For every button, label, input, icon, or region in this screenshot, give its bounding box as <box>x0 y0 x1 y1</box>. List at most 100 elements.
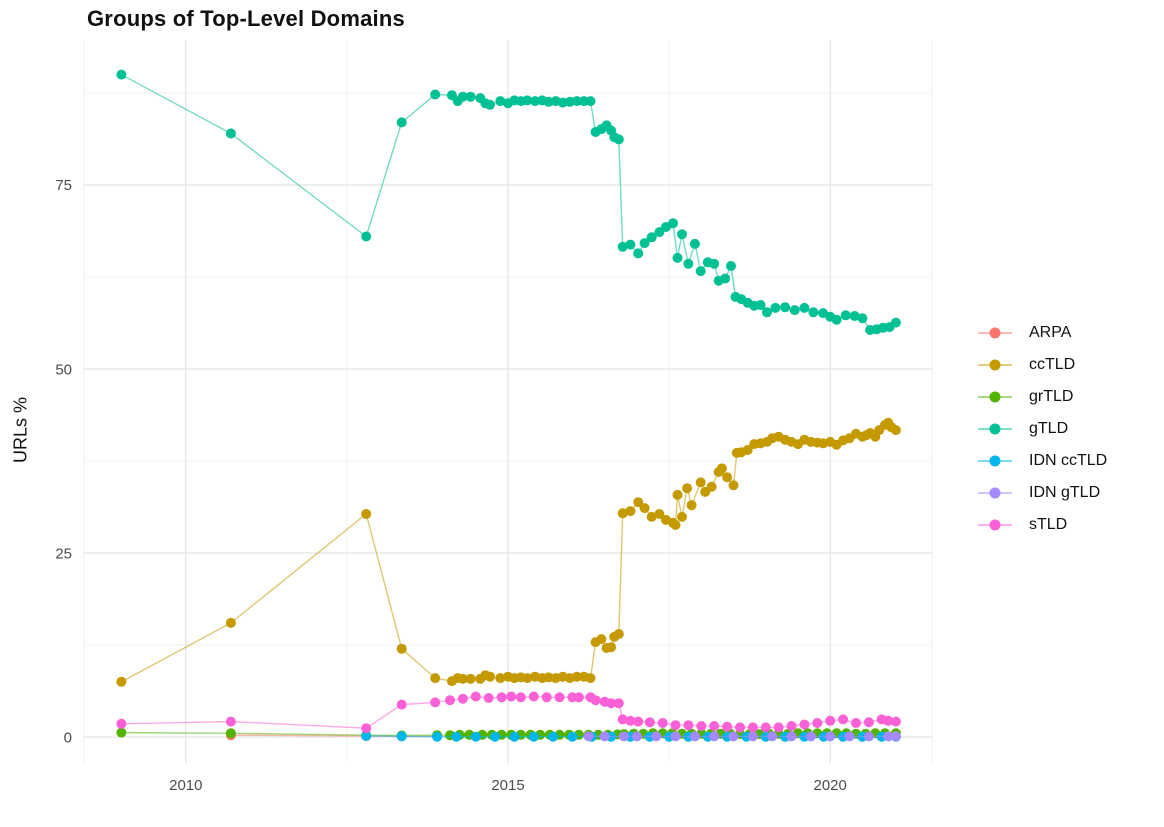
data-point <box>457 91 468 102</box>
y-tick-label: 25 <box>55 545 72 562</box>
data-point <box>590 695 601 706</box>
data-point <box>890 716 901 727</box>
data-point <box>496 692 507 703</box>
data-point <box>522 95 533 106</box>
data-point <box>657 718 668 728</box>
data-point <box>722 721 733 732</box>
series-stld <box>116 691 901 734</box>
data-point <box>599 731 610 742</box>
data-point <box>863 717 874 728</box>
data-point <box>720 273 731 284</box>
data-point <box>522 673 533 684</box>
data-point <box>728 731 739 742</box>
data-point <box>495 96 506 107</box>
data-point <box>585 96 596 107</box>
data-point <box>838 714 849 725</box>
x-tick-label: 2015 <box>491 777 524 794</box>
series-line <box>121 73 897 331</box>
legend-item-stld: sTLD <box>978 509 1107 541</box>
legend-label: IDN ccTLD <box>1029 452 1108 469</box>
data-point <box>506 691 517 702</box>
data-point <box>709 731 720 742</box>
data-point <box>619 731 629 742</box>
data-point <box>457 673 468 684</box>
legend-label: grTLD <box>1029 388 1074 405</box>
chart-title: Groups of Top-Level Domains <box>87 6 405 31</box>
data-point <box>470 731 481 742</box>
data-point <box>465 673 476 684</box>
data-point <box>396 643 407 654</box>
data-point <box>583 731 594 742</box>
data-point <box>571 96 582 107</box>
data-point <box>631 731 642 742</box>
data-point <box>747 731 758 742</box>
data-point <box>613 134 624 145</box>
data-point <box>682 483 693 494</box>
data-point <box>689 731 700 742</box>
legend-key-icon <box>978 355 1012 375</box>
data-point <box>225 728 236 739</box>
data-point <box>613 698 624 709</box>
data-point <box>760 722 771 733</box>
data-point <box>722 472 733 483</box>
legend-item-grtld: grTLD <box>978 381 1107 413</box>
data-point <box>786 721 797 731</box>
data-point <box>396 117 407 128</box>
legend-key-icon <box>978 419 1012 439</box>
data-point <box>644 717 655 728</box>
data-point <box>465 91 476 102</box>
legend: ARPA ccTLD grTLD gTLD IDN ccTLD IDN gTLD sTLD <box>978 317 1107 541</box>
data-point <box>840 310 851 321</box>
data-point <box>709 721 720 731</box>
data-point <box>686 500 697 511</box>
data-point <box>742 445 753 455</box>
data-point <box>490 731 501 742</box>
data-point <box>633 716 644 727</box>
data-point <box>548 731 559 742</box>
data-point <box>696 721 707 731</box>
series-gtld <box>116 69 901 335</box>
data-point <box>716 463 727 474</box>
data-point <box>617 508 628 519</box>
data-point <box>825 715 836 726</box>
data-point <box>677 229 687 240</box>
data-point <box>116 69 127 80</box>
legend-label: gTLD <box>1029 420 1069 437</box>
data-point <box>651 731 662 742</box>
data-point <box>585 673 596 684</box>
data-point <box>851 718 861 728</box>
data-point <box>812 718 823 728</box>
data-point <box>857 313 868 324</box>
data-point <box>485 99 495 110</box>
legend-item-cctld: ccTLD <box>978 349 1107 381</box>
data-point <box>625 506 636 517</box>
data-point <box>225 128 236 139</box>
series-cctld <box>116 417 901 687</box>
data-point <box>646 232 657 243</box>
data-point <box>786 731 797 742</box>
data-point <box>396 731 407 742</box>
data-point <box>735 722 745 733</box>
legend-key-icon <box>978 483 1012 503</box>
data-point <box>617 714 628 725</box>
data-point <box>625 715 636 726</box>
data-point <box>567 731 578 742</box>
data-point <box>677 511 687 522</box>
legend-label: ARPA <box>1029 324 1072 341</box>
data-point <box>396 699 407 710</box>
series-line <box>121 421 897 683</box>
data-point <box>695 477 706 488</box>
legend-key-icon <box>978 387 1012 407</box>
data-point <box>683 258 694 269</box>
data-point <box>683 720 694 731</box>
data-point <box>225 617 236 628</box>
data-point <box>890 731 901 742</box>
data-point <box>709 258 720 269</box>
legend-item-gtld: gTLD <box>978 413 1107 445</box>
y-tick-label: 0 <box>64 729 72 746</box>
legend-item-idn-gtld: IDN gTLD <box>978 477 1107 509</box>
data-point <box>668 218 678 229</box>
data-point <box>890 425 901 436</box>
data-point <box>430 89 441 100</box>
